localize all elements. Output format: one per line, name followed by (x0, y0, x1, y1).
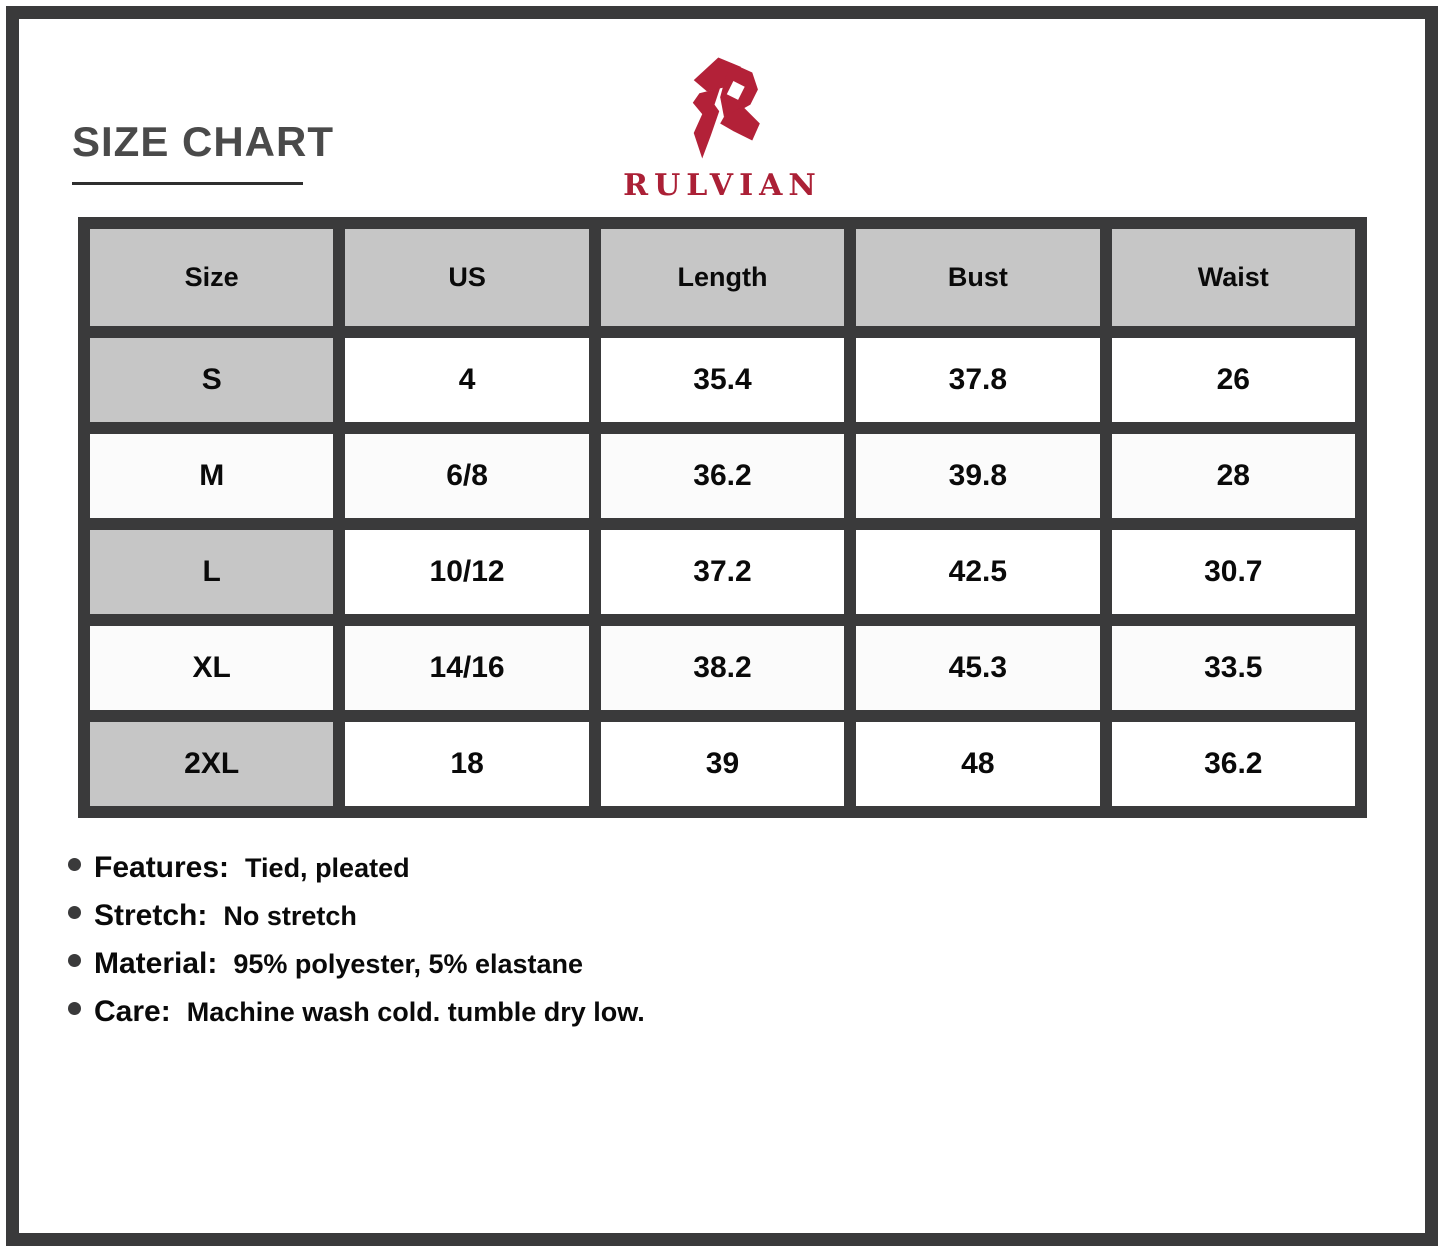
list-item-stretch: Stretch: No stretch (68, 892, 645, 940)
table-row-s: S 4 35.4 37.8 26 (90, 338, 1355, 422)
size-cell: XL (90, 626, 334, 710)
size-chart-table: Size US Length Bust Waist S 4 35.4 37.8 … (78, 217, 1367, 818)
page-border-frame (6, 6, 1438, 1246)
detail-label: Features: (94, 851, 230, 884)
table-cell: 4 (345, 338, 589, 422)
table-cell: 35.4 (600, 338, 845, 422)
table-cell: 39 (600, 722, 845, 806)
column-header-size: Size (90, 229, 334, 326)
table-cell: 45.3 (856, 626, 1100, 710)
table-cell: 14/16 (345, 626, 589, 710)
table-cell: 26 (1111, 338, 1355, 422)
product-details-list: Features: Tied, pleated Stretch: No stre… (68, 844, 645, 1036)
column-header-bust: Bust (856, 229, 1100, 326)
bullet-icon (68, 1001, 81, 1015)
table-cell: 37.8 (856, 338, 1100, 422)
table-cell: 28 (1111, 434, 1355, 518)
size-cell: S (90, 338, 334, 422)
column-header-waist: Waist (1111, 229, 1355, 326)
bullet-icon (68, 857, 81, 871)
table-row-2xl: 2XL 18 39 48 36.2 (90, 722, 1355, 806)
page-title: SIZE CHART (72, 118, 334, 165)
table-cell: 6/8 (345, 434, 589, 518)
list-item-material: Material: 95% polyester, 5% elastane (68, 940, 645, 988)
table-cell: 30.7 (1111, 530, 1355, 614)
list-item-features: Features: Tied, pleated (68, 844, 645, 892)
table-row-m: M 6/8 36.2 39.8 28 (90, 434, 1355, 518)
header-row: Size US Length Bust Waist (90, 229, 1355, 326)
bullet-icon (68, 953, 81, 967)
bullet-icon (68, 905, 81, 919)
table-cell: 36.2 (600, 434, 845, 518)
table-cell: 38.2 (600, 626, 845, 710)
table-cell: 36.2 (1111, 722, 1355, 806)
table-cell: 37.2 (600, 530, 845, 614)
detail-value: Machine wash cold. tumble dry low. (186, 996, 645, 1027)
brand-logo: RULVIAN (593, 48, 853, 203)
brand-name: RULVIAN (623, 168, 822, 203)
detail-value: Tied, pleated (245, 852, 410, 883)
detail-label: Stretch: (94, 899, 208, 932)
table-cell: 42.5 (856, 530, 1100, 614)
table-cell: 39.8 (856, 434, 1100, 518)
table-cell: 33.5 (1111, 626, 1355, 710)
table-row-l: L 10/12 37.2 42.5 30.7 (90, 530, 1355, 614)
table-cell: 10/12 (345, 530, 589, 614)
table-cell: 18 (345, 722, 589, 806)
column-header-length: Length (600, 229, 845, 326)
column-header-us: US (345, 229, 589, 326)
list-item-care: Care: Machine wash cold. tumble dry low. (68, 988, 645, 1036)
table-cell: 48 (856, 722, 1100, 806)
detail-value: 95% polyester, 5% elastane (233, 948, 584, 979)
size-cell: M (90, 434, 334, 518)
brand-logo-r-icon (692, 57, 760, 159)
detail-label: Care: (94, 995, 171, 1028)
detail-value: No stretch (223, 900, 357, 931)
size-cell: 2XL (90, 722, 334, 806)
size-cell: L (90, 530, 334, 614)
table-row-xl: XL 14/16 38.2 45.3 33.5 (90, 626, 1355, 710)
title-underline (72, 182, 303, 185)
detail-label: Material: (94, 947, 218, 980)
